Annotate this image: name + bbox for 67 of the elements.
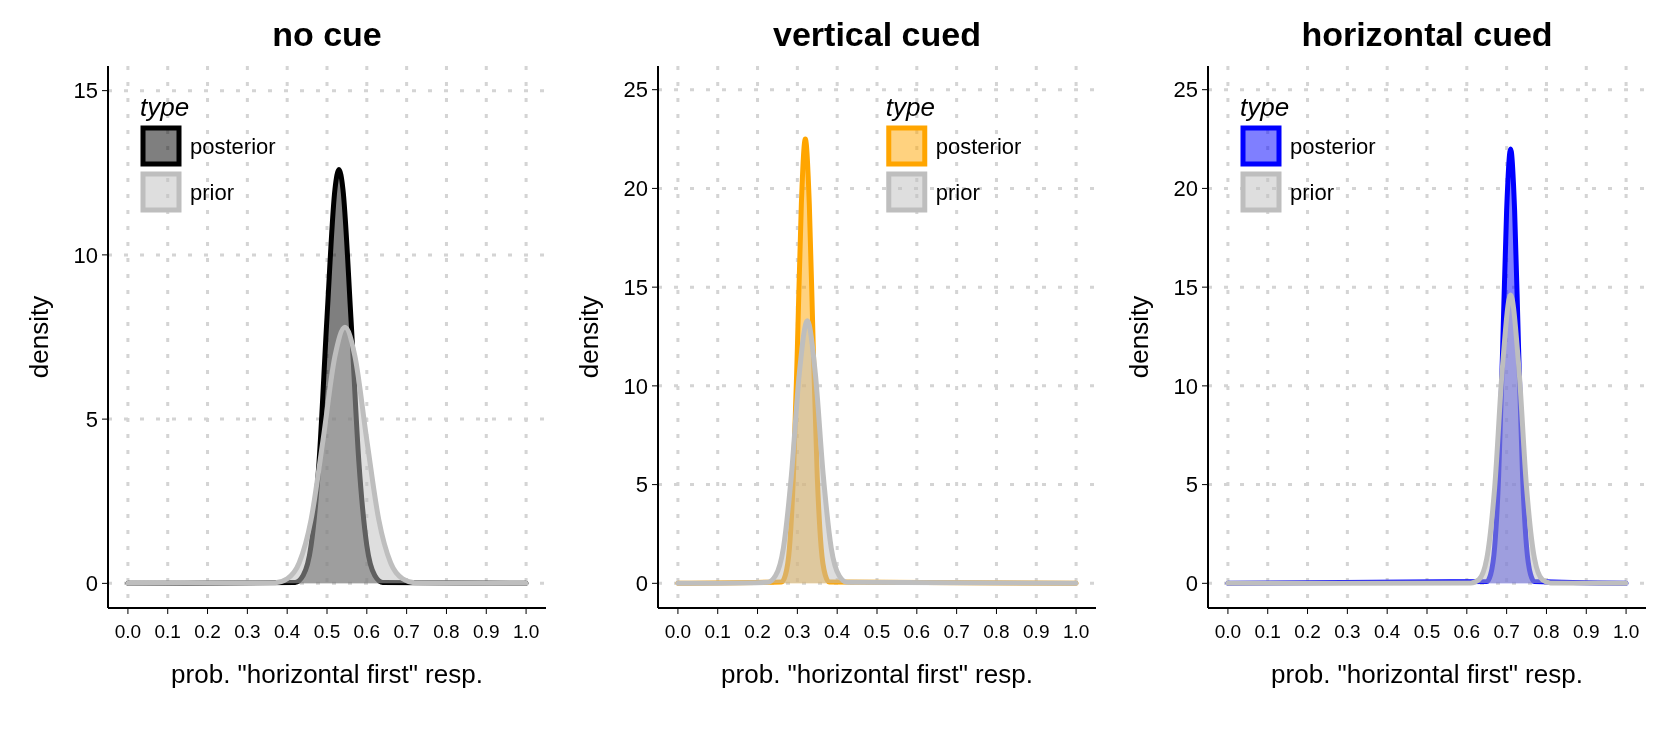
x-tick-label: 0.2 <box>1294 621 1321 642</box>
y-tick-label: 20 <box>1173 176 1198 202</box>
x-tick-label: 0.4 <box>273 621 301 642</box>
x-tick-label: 0.9 <box>473 621 500 642</box>
x-tick-label: 0.0 <box>1214 621 1242 642</box>
x-tick-label: 0.5 <box>313 621 341 642</box>
chart-title: vertical cued <box>773 15 981 53</box>
x-tick-label: 0.8 <box>983 621 1010 642</box>
x-tick-label: 0.7 <box>943 621 970 642</box>
y-tick-label: 5 <box>635 472 648 498</box>
chart-title: horizontal cued <box>1301 15 1553 53</box>
x-tick-label: 1.0 <box>512 621 540 642</box>
x-tick-label: 0.2 <box>744 621 771 642</box>
x-tick-label: 0.6 <box>353 621 381 642</box>
x-tick-label: 0.9 <box>1573 621 1600 642</box>
x-tick-label: 0.6 <box>1453 621 1481 642</box>
x-axis-title: prob. "horizontal first" resp. <box>171 659 483 689</box>
legend-label: posterior <box>935 134 1022 159</box>
x-tick-label: 0.4 <box>823 621 851 642</box>
x-tick-label: 0.1 <box>704 621 731 642</box>
legend-label: posterior <box>1290 134 1376 159</box>
legend-label: prior <box>1290 180 1335 205</box>
legend-title: type <box>885 92 935 122</box>
y-tick-label: 5 <box>85 406 98 432</box>
x-tick-label: 0.6 <box>903 621 931 642</box>
x-axis-title: prob. "horizontal first" resp. <box>721 659 1033 689</box>
y-tick-label: 5 <box>1185 472 1198 498</box>
x-tick-label: 0.0 <box>664 621 692 642</box>
legend-title: type <box>140 92 190 122</box>
x-tick-label: 0.8 <box>433 621 460 642</box>
legend-label: prior <box>935 180 980 205</box>
y-tick-label: 15 <box>623 274 648 300</box>
x-tick-label: 0.2 <box>194 621 221 642</box>
y-tick-label: 10 <box>623 373 648 399</box>
x-tick-label: 1.0 <box>1062 621 1090 642</box>
y-tick-label: 0 <box>1185 571 1198 597</box>
y-tick-label: 10 <box>73 242 98 268</box>
y-tick-label: 10 <box>1173 373 1198 399</box>
chart-title: no cue <box>272 15 382 53</box>
x-tick-label: 0.5 <box>1413 621 1441 642</box>
x-tick-label: 0.5 <box>863 621 891 642</box>
y-axis-title: density <box>574 295 604 379</box>
x-tick-label: 0.8 <box>1533 621 1560 642</box>
x-tick-label: 0.3 <box>234 621 261 642</box>
y-tick-label: 0 <box>85 571 98 597</box>
y-tick-label: 0 <box>635 571 648 597</box>
legend-label: prior <box>190 180 235 205</box>
y-tick-label: 25 <box>1173 77 1198 103</box>
x-tick-label: 0.7 <box>1493 621 1520 642</box>
y-axis-title: density <box>24 295 54 379</box>
y-axis-title: density <box>1124 295 1154 379</box>
legend-label: posterior <box>190 134 276 159</box>
y-tick-label: 15 <box>1173 274 1198 300</box>
x-tick-label: 0.1 <box>154 621 181 642</box>
x-axis-title: prob. "horizontal first" resp. <box>1271 659 1583 689</box>
x-tick-label: 0.3 <box>784 621 811 642</box>
x-tick-label: 0.9 <box>1023 621 1050 642</box>
x-tick-label: 0.1 <box>1254 621 1281 642</box>
y-tick-label: 25 <box>623 77 648 103</box>
x-tick-label: 0.3 <box>1334 621 1361 642</box>
legend-title: type <box>1240 92 1290 122</box>
x-tick-label: 0.4 <box>1373 621 1401 642</box>
x-tick-label: 1.0 <box>1612 621 1640 642</box>
y-tick-label: 15 <box>73 78 98 104</box>
x-tick-label: 0.7 <box>393 621 420 642</box>
x-tick-label: 0.0 <box>114 621 142 642</box>
y-tick-label: 20 <box>623 176 648 202</box>
